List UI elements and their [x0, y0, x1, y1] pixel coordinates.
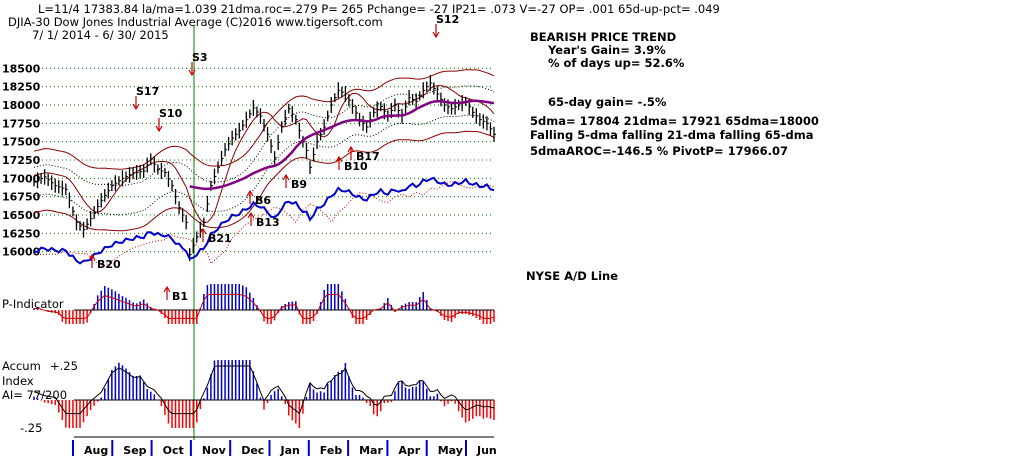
accum-label: Accum — [2, 359, 41, 373]
header-line2: DJIA-30 Dow Jones Industrial Average (C)… — [8, 15, 383, 29]
lower-inner-band — [33, 114, 495, 216]
signal-label: B17 — [356, 150, 380, 163]
index-label: Index — [2, 374, 34, 388]
signal-label: B1 — [172, 290, 188, 303]
ma65-line — [189, 99, 495, 191]
buy-arrow — [347, 145, 355, 160]
month-label: Oct — [163, 444, 184, 457]
sell-arrow — [432, 24, 440, 39]
y-tick-label: 16250 — [2, 227, 41, 240]
price-grid — [34, 25, 494, 440]
month-label: Dec — [241, 444, 264, 457]
buy-arrow — [335, 155, 343, 170]
y-tick-label: 16500 — [2, 209, 41, 222]
month-label: Jun — [476, 444, 497, 457]
y-tick-label: 17750 — [2, 117, 41, 130]
accumulation-histogram — [33, 360, 495, 428]
price-axis: 16000 16250 16500 16750 17000 17250 17500 17750… — [2, 62, 41, 258]
ad-line — [33, 176, 495, 267]
ad-line-path — [33, 176, 495, 265]
p-indicator-histogram — [33, 284, 495, 324]
ad-line-label: NYSE A/D Line — [526, 269, 618, 283]
month-label: Apr — [398, 444, 420, 457]
dma-values: 5dma= 17804 21dma= 17921 65dma=18000 — [530, 114, 819, 128]
month-label: Sep — [123, 444, 146, 457]
buy-arrow — [246, 189, 254, 204]
y-tick-label: 17250 — [2, 154, 41, 167]
signal-label: B13 — [256, 216, 280, 229]
buy-arrow — [247, 211, 255, 226]
days-up: % of days up= 52.6% — [548, 56, 685, 70]
sell-arrow — [155, 118, 163, 133]
y-tick-label: 16000 — [2, 246, 41, 259]
header-line3: 7/ 1/ 2014 - 6/ 30/ 2015 — [32, 28, 169, 42]
p-indicator-ma — [33, 293, 495, 319]
buy-arrow — [88, 253, 96, 268]
month-label: Jan — [280, 444, 300, 457]
signal-label: B10 — [344, 160, 368, 173]
signal-label: S17 — [136, 85, 159, 98]
signal-label: B21 — [208, 232, 232, 245]
signal-label: B6 — [255, 194, 271, 207]
signal-label: S3 — [192, 51, 208, 64]
buy-arrow — [282, 173, 290, 188]
month-axis: Aug Sep Oct Nov Dec Jan Feb Mar Apr May Jun — [72, 436, 497, 457]
signal-label: B20 — [97, 258, 121, 271]
month-label: Feb — [320, 444, 343, 457]
signal-label: S12 — [436, 13, 459, 26]
sell-arrow — [132, 96, 140, 111]
signal-label: S10 — [159, 107, 183, 120]
month-label: May — [438, 444, 463, 457]
moving-average — [189, 99, 495, 191]
falling-status: Falling 5-dma falling 21-dma falling 65-… — [530, 128, 814, 142]
lower-band — [33, 130, 495, 232]
accum-ma — [33, 365, 495, 415]
buy-arrow — [199, 227, 207, 242]
signal-label: B9 — [291, 178, 307, 191]
y-tick-label: 16750 — [2, 191, 41, 204]
y-tick-label: 17000 — [2, 172, 41, 185]
y-tick-label: 18000 — [2, 99, 41, 112]
short-ma — [33, 85, 495, 224]
month-label: Nov — [202, 444, 227, 457]
y-tick-label: 18500 — [2, 62, 41, 75]
aroc-pivot: 5dmaAROC=-146.5 % PivotP= 17966.07 — [530, 144, 788, 158]
y-tick-label: 17500 — [2, 136, 41, 149]
month-label: Mar — [359, 444, 383, 457]
minus25-label: -.25 — [20, 421, 42, 435]
ai-label: AI= 77/200 — [2, 388, 67, 402]
plus25-label: +.25 — [50, 359, 78, 373]
month-label: Aug — [84, 444, 108, 457]
y-tick-label: 18250 — [2, 81, 41, 94]
upper-inner-band — [33, 85, 495, 186]
gain-65: 65-day gain= -.5% — [548, 95, 667, 109]
header-line1: L=11/4 17383.84 la/ma=1.039 21dma.roc=.2… — [38, 2, 720, 16]
buy-arrow — [163, 285, 171, 300]
trend-title: BEARISH PRICE TREND — [530, 30, 677, 44]
years-gain: Year's Gain= 3.9% — [548, 43, 666, 57]
sell-arrow — [188, 62, 196, 77]
p-indicator-label: P-Indicator — [2, 297, 64, 311]
ad-line-ma — [34, 180, 495, 267]
